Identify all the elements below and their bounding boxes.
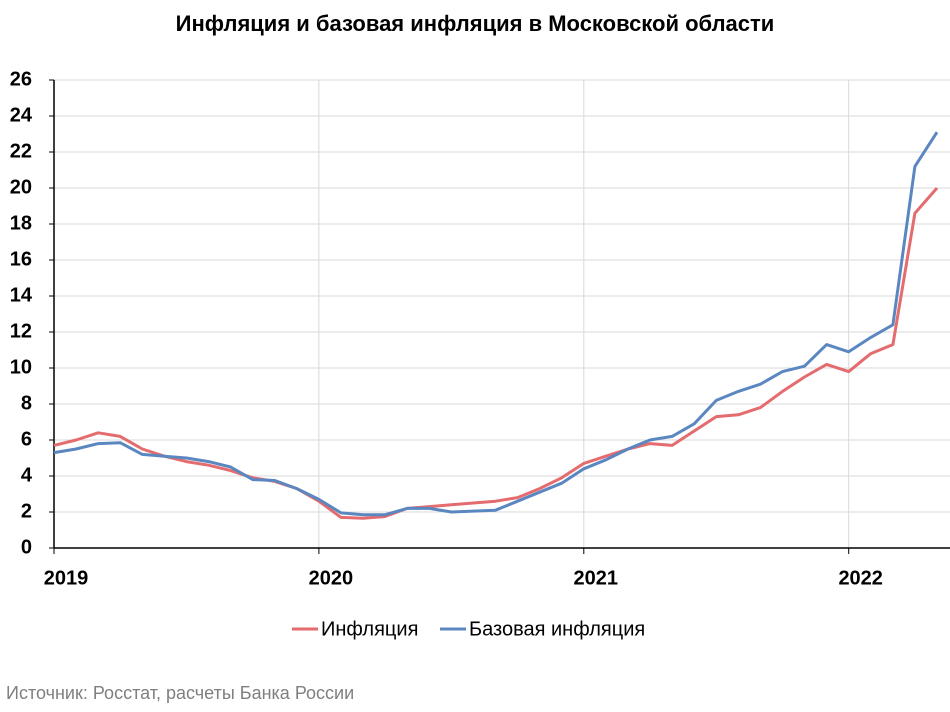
y-tick-label: 20 xyxy=(10,176,32,198)
x-tick-label: 2021 xyxy=(574,567,619,589)
y-tick-label: 2 xyxy=(21,500,32,522)
y-tick-label: 0 xyxy=(21,536,32,558)
y-tick-label: 10 xyxy=(10,356,32,378)
y-tick-label: 4 xyxy=(21,464,33,486)
x-tick-label: 2019 xyxy=(44,567,89,589)
y-tick-label: 24 xyxy=(10,104,33,126)
x-tick-label: 2020 xyxy=(309,567,354,589)
y-tick-label: 18 xyxy=(10,212,32,234)
y-tick-label: 8 xyxy=(21,392,32,414)
line-series xyxy=(53,131,939,517)
line-series xyxy=(53,187,939,520)
source-note: Источник: Росстат, расчеты Банка России xyxy=(6,683,354,703)
legend-label: Инфляция xyxy=(321,618,418,640)
y-tick-label: 22 xyxy=(10,140,32,162)
x-tick-label: 2022 xyxy=(838,567,883,589)
y-tick-label: 26 xyxy=(10,68,32,90)
chart-title: Инфляция и базовая инфляция в Московской… xyxy=(176,11,775,36)
legend-label: Базовая инфляция xyxy=(469,618,645,640)
y-tick-label: 6 xyxy=(21,428,32,450)
y-tick-label: 14 xyxy=(10,284,33,306)
y-tick-label: 12 xyxy=(10,320,32,342)
y-tick-label: 16 xyxy=(10,248,32,270)
